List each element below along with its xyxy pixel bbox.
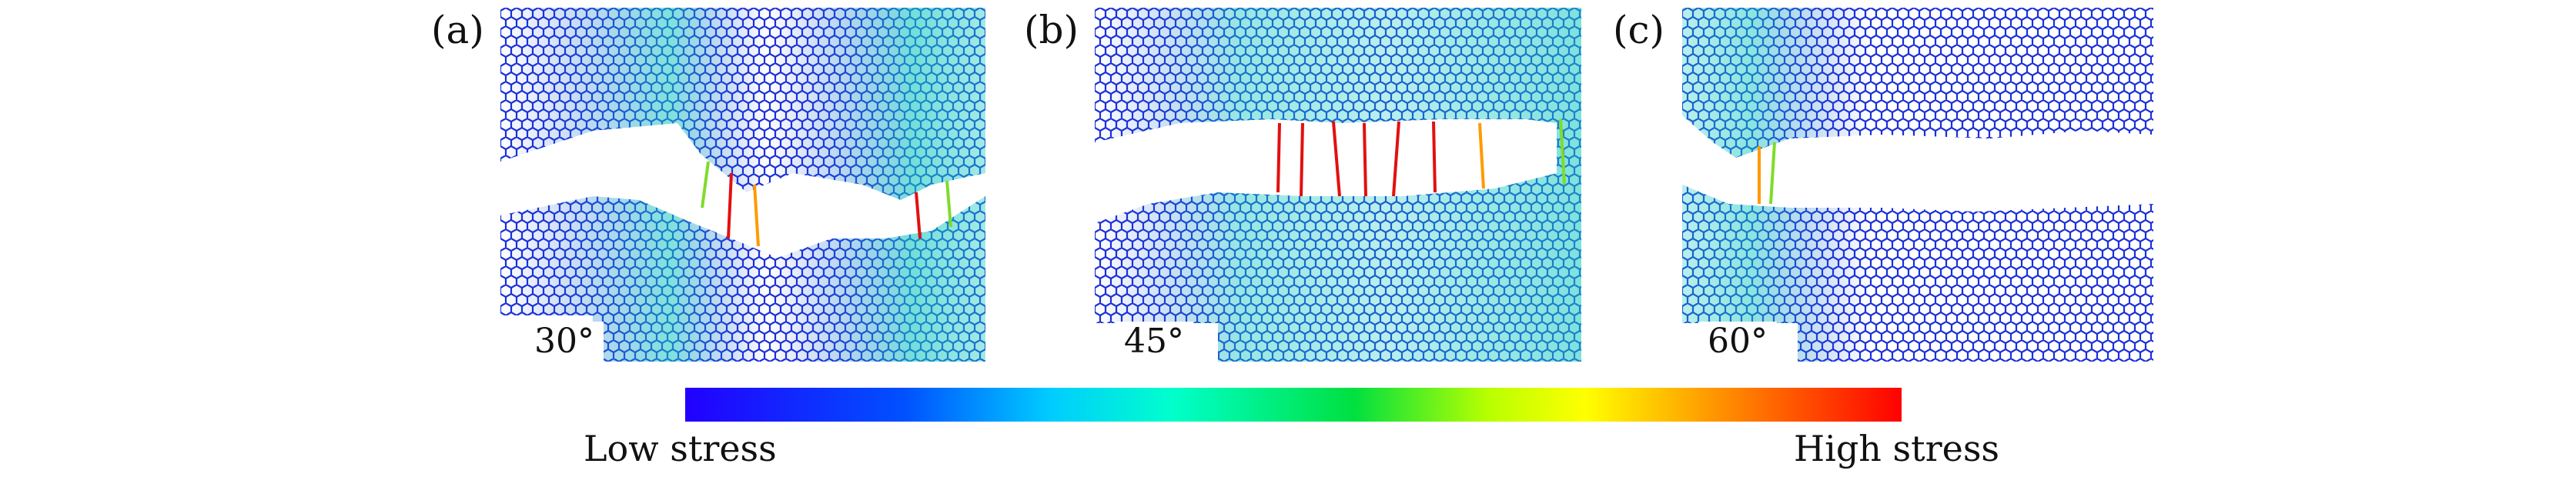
stress-colorbar: [685, 388, 1902, 422]
colorbar-high-label: High stress: [1794, 428, 2000, 469]
colorbar-low-label: Low stress: [584, 428, 777, 469]
panel-b-lattice: [1095, 8, 1581, 362]
panel-c-lattice: [1682, 8, 2153, 362]
panel-a-lattice: [500, 8, 985, 362]
panel-a-letter: (a): [431, 8, 484, 52]
panel-b-letter: (b): [1024, 8, 1079, 52]
panel-a-angle: 30°: [525, 322, 604, 362]
panel-c-angle: 60°: [1698, 322, 1777, 362]
panel-c-letter: (c): [1613, 8, 1665, 52]
panel-b-angle: 45°: [1115, 322, 1193, 362]
